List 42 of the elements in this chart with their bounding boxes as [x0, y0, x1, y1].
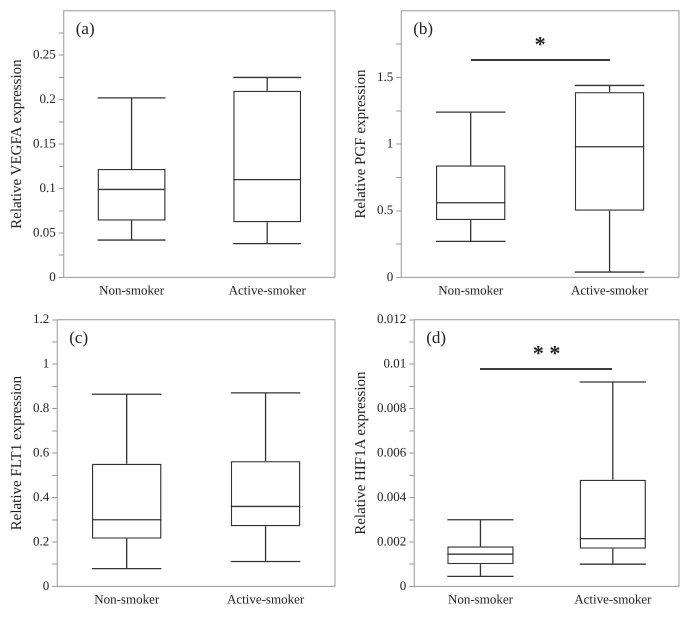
y-tick-label: 0.5: [377, 202, 394, 218]
y-tick-label: 0: [400, 578, 406, 593]
text: (a): [76, 18, 95, 38]
y-tick-label: 0.6: [33, 444, 50, 460]
y-tick-label: 0.2: [33, 533, 50, 548]
y-tick-label: 1.2: [33, 311, 50, 326]
x-tick-label: Non-smoker: [448, 592, 514, 607]
x-tick-label: Active-smoker: [228, 282, 306, 298]
x-tick-label: Non-smoker: [94, 592, 160, 607]
y-tick-label: 0: [42, 578, 50, 593]
x-tick-label: Active-smoker: [226, 592, 305, 607]
y-tick-label: 0.15: [33, 136, 56, 151]
annotation: *: [534, 31, 546, 56]
x-tick-label: Non-smoker: [99, 282, 165, 298]
y-tick-label: 0.1: [40, 180, 56, 195]
x-tick-label: Non-smoker: [438, 282, 504, 298]
y-axis-title: Relative VEGFA expression: [8, 58, 25, 229]
y-tick-label: 0.01: [384, 356, 406, 371]
y-tick-label: 0.002: [377, 533, 406, 548]
x-tick-label: Active-smoker: [570, 282, 649, 298]
annotation: * *: [532, 340, 560, 366]
y-tick-label: 0.012: [377, 311, 406, 326]
y-tick-label: 0.008: [377, 400, 406, 416]
x-tick-label: Active-smoker: [574, 592, 652, 607]
y-tick-label: 1: [386, 136, 394, 151]
y-tick-label: 0.2: [40, 91, 56, 106]
y-tick-label: 1.5: [377, 68, 394, 84]
y-tick-label: 0.25: [33, 46, 56, 62]
text: (b): [413, 18, 434, 38]
y-tick-label: 0.004: [377, 488, 407, 504]
text: (c): [69, 328, 88, 347]
y-axis-title: Relative HIF1A expression: [352, 370, 369, 535]
y-tick-label: 0: [386, 268, 394, 284]
y-tick-label: 0.006: [377, 444, 407, 460]
y-axis-title: Relative FLT1 expression: [8, 375, 25, 530]
y-tick-label: 1: [42, 356, 50, 371]
y-tick-label: 0.8: [33, 400, 50, 416]
text: (d): [426, 328, 446, 347]
y-tick-label: 0.05: [33, 224, 56, 240]
y-axis-title: Relative PGF expression: [352, 69, 369, 219]
y-tick-label: 0: [49, 268, 56, 284]
y-tick-label: 0.4: [33, 488, 50, 504]
